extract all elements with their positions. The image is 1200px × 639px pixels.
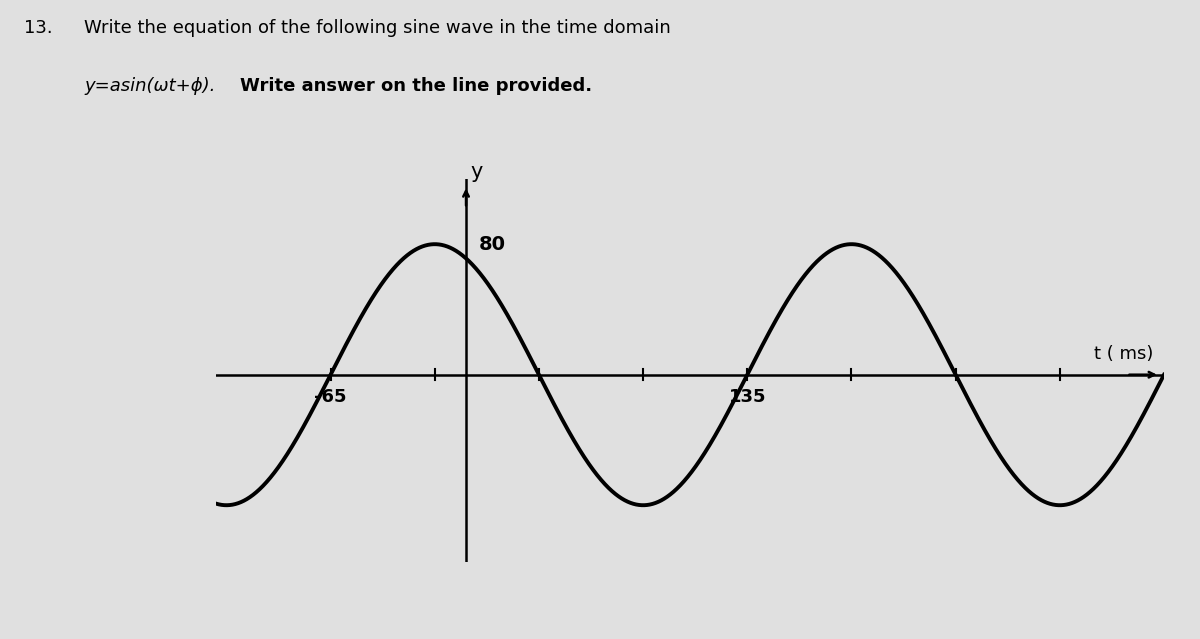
Text: 13.: 13. — [24, 19, 53, 37]
Text: 135: 135 — [728, 388, 766, 406]
Text: Write answer on the line provided.: Write answer on the line provided. — [240, 77, 592, 95]
Text: Write the equation of the following sine wave in the time domain: Write the equation of the following sine… — [84, 19, 671, 37]
Text: 80: 80 — [479, 235, 505, 254]
Text: t ( ms): t ( ms) — [1094, 345, 1153, 364]
Text: -65: -65 — [314, 388, 347, 406]
Text: y: y — [470, 162, 482, 182]
Text: y=asin(ωt+ϕ).: y=asin(ωt+ϕ). — [84, 77, 221, 95]
